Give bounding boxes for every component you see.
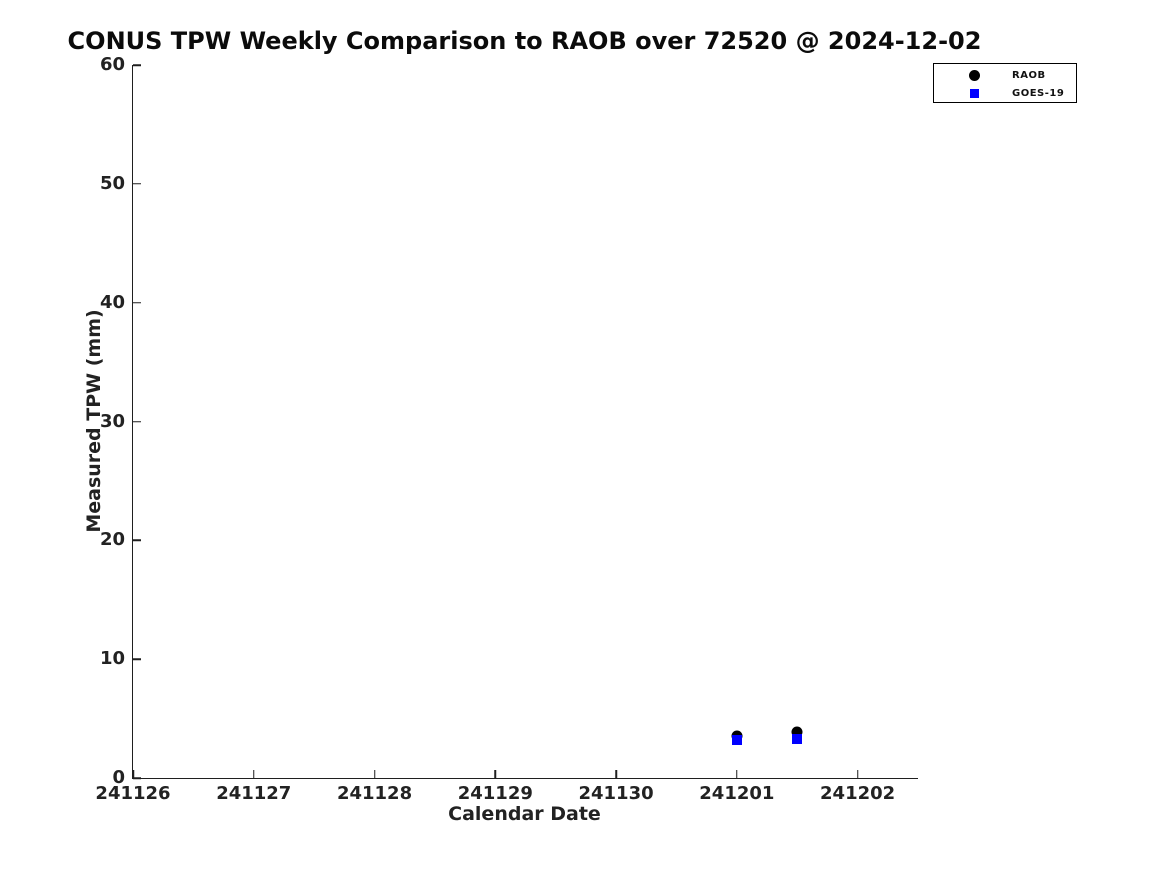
x-tick xyxy=(494,770,497,778)
goes-19-data-point xyxy=(792,733,803,744)
x-tick xyxy=(856,770,859,778)
x-axis-label: Calendar Date xyxy=(448,803,601,825)
y-tick xyxy=(133,64,141,66)
y-tick-label: 50 xyxy=(99,172,125,194)
y-tick-label: 40 xyxy=(99,291,125,313)
x-tick-label: 241201 xyxy=(699,783,775,804)
x-tick xyxy=(736,770,738,778)
goes-19-data-point xyxy=(731,734,742,745)
y-tick-label: 60 xyxy=(99,54,125,76)
legend-label-raob: RAOB xyxy=(1012,69,1046,81)
y-tick xyxy=(133,301,141,304)
plot-area: 0 10 20 30 40 50 60 241126 241127 241128 241129 241… xyxy=(95,54,918,804)
y-tick xyxy=(133,183,141,185)
y-tick xyxy=(133,777,141,779)
x-tick xyxy=(132,770,134,778)
y-tick xyxy=(133,420,141,423)
legend: RAOB GOES-19 xyxy=(933,63,1077,103)
x-tick-label: 241126 xyxy=(95,783,171,804)
y-tick-label: 30 xyxy=(99,410,125,432)
y-tick xyxy=(133,658,141,660)
x-tick-label: 241128 xyxy=(336,783,413,804)
x-tick-label: 241127 xyxy=(216,783,292,804)
legend-entry-goes19: GOES-19 xyxy=(934,84,1076,102)
raob-data-point xyxy=(791,726,803,738)
x-tick-label: 241129 xyxy=(457,783,533,804)
legend-label-goes19: GOES-19 xyxy=(1012,87,1065,99)
raob-circle-icon xyxy=(965,69,983,81)
y-tick xyxy=(133,539,141,542)
chart-title: CONUS TPW Weekly Comparison to RAOB over… xyxy=(67,27,982,55)
goes19-square-icon xyxy=(965,88,983,98)
x-tick xyxy=(373,770,376,778)
x-tick xyxy=(615,770,617,778)
x-tick-label: 241130 xyxy=(578,783,654,804)
legend-entry-raob: RAOB xyxy=(934,66,1076,84)
x-tick xyxy=(253,770,255,778)
y-tick-label: 10 xyxy=(99,648,125,670)
x-tick-label: 241202 xyxy=(820,783,896,804)
y-tick-label: 20 xyxy=(99,529,125,551)
y-tick-label: 0 xyxy=(112,767,125,789)
